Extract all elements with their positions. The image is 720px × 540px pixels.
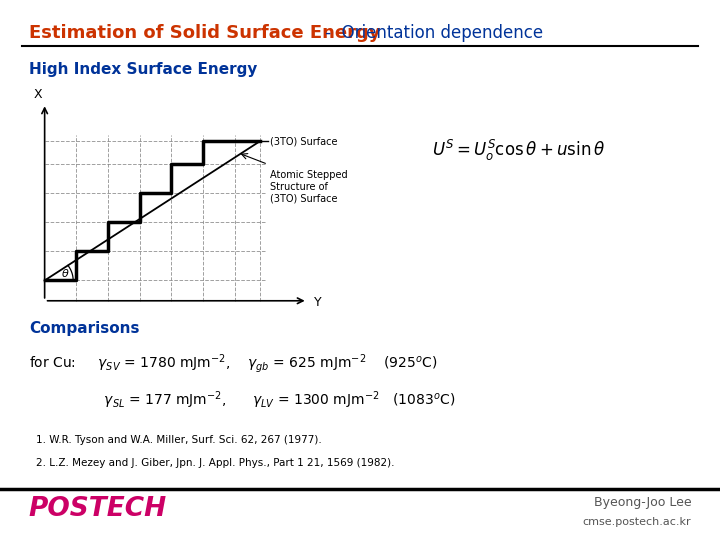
Text: $U^S = U^S_o \cos\theta + u \sin\theta$: $U^S = U^S_o \cos\theta + u \sin\theta$ (432, 138, 605, 163)
Text: Estimation of Solid Surface Energy: Estimation of Solid Surface Energy (29, 24, 380, 42)
Text: Byeong-Joo Lee: Byeong-Joo Lee (593, 496, 691, 509)
Text: $\gamma_{SL}$ = 177 mJm$^{-2}$,      $\gamma_{LV}$ = 1300 mJm$^{-2}$   (1083$^o$: $\gamma_{SL}$ = 177 mJm$^{-2}$, $\gamma_… (29, 390, 455, 411)
Text: -  Orientation dependence: - Orientation dependence (320, 24, 544, 42)
Text: for Cu:     $\gamma_{SV}$ = 1780 mJm$^{-2}$,    $\gamma_{gb}$ = 625 mJm$^{-2}$  : for Cu: $\gamma_{SV}$ = 1780 mJm$^{-2}$,… (29, 352, 437, 375)
Text: 2. L.Z. Mezey and J. Giber, Jpn. J. Appl. Phys., Part 1 21, 1569 (1982).: 2. L.Z. Mezey and J. Giber, Jpn. J. Appl… (36, 458, 395, 468)
Text: Comparisons: Comparisons (29, 321, 139, 336)
Text: $\theta$: $\theta$ (61, 267, 70, 279)
Text: X: X (34, 87, 42, 100)
Text: cmse.postech.ac.kr: cmse.postech.ac.kr (582, 517, 691, 528)
Text: (3TO) Surface: (3TO) Surface (269, 136, 337, 146)
Text: 1. W.R. Tyson and W.A. Miller, Surf. Sci. 62, 267 (1977).: 1. W.R. Tyson and W.A. Miller, Surf. Sci… (36, 435, 322, 445)
Text: POSTECH: POSTECH (29, 496, 167, 522)
Text: Y: Y (314, 296, 322, 309)
Text: Atomic Stepped
Structure of
(3TO) Surface: Atomic Stepped Structure of (3TO) Surfac… (269, 170, 347, 204)
Text: High Index Surface Energy: High Index Surface Energy (29, 62, 257, 77)
